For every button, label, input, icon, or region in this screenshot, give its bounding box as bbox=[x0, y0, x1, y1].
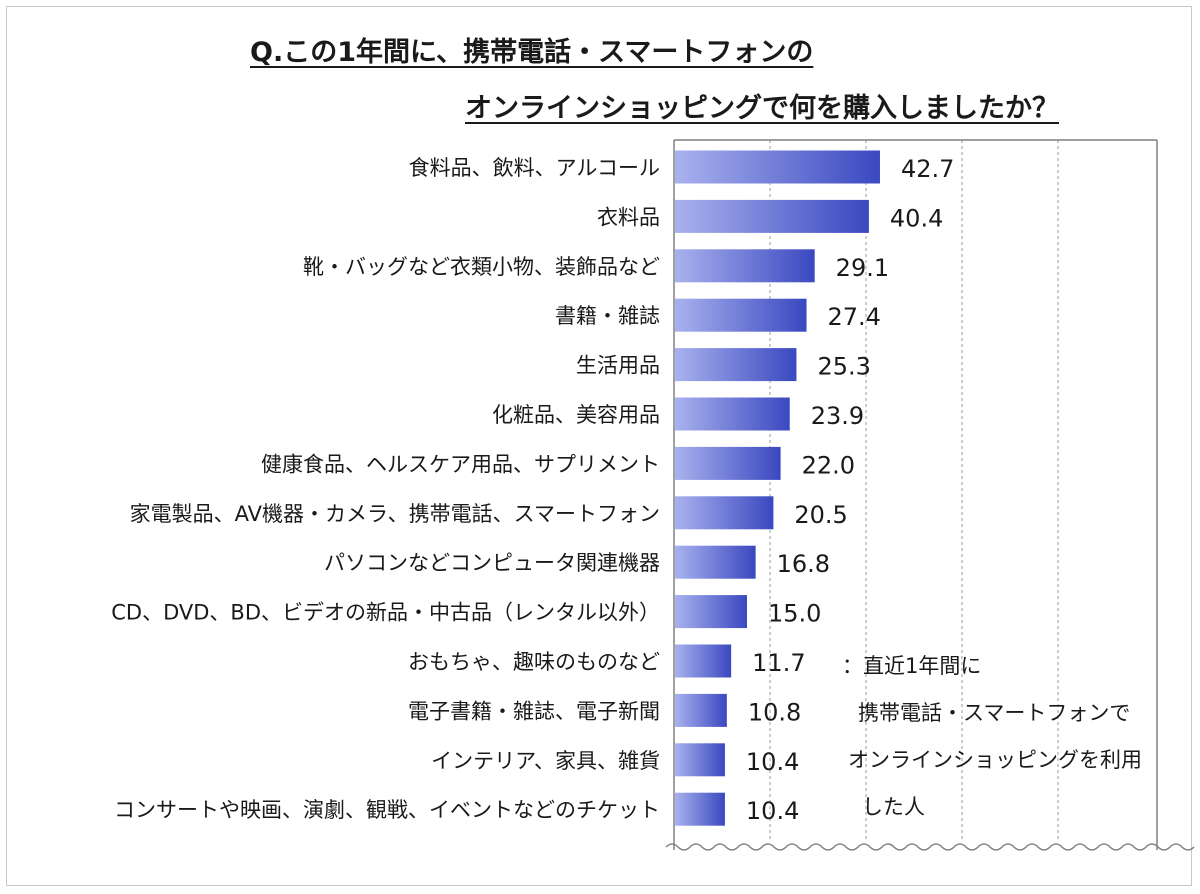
bar bbox=[675, 496, 774, 530]
legend-note-line2: 携帯電話・スマートフォンで bbox=[858, 701, 1131, 725]
value-label: 20.5 bbox=[794, 501, 847, 529]
category-label: インテリア、家具、雑貨 bbox=[431, 749, 660, 773]
value-labels: 42.7 40.429.1 27.4 25.3 23.9 22.0 20.5 16.8 15.0… bbox=[746, 155, 954, 825]
category-label: 衣料品 bbox=[597, 205, 660, 229]
plot-area bbox=[665, 139, 1195, 851]
bar bbox=[675, 693, 727, 727]
value-label: 27.4 bbox=[828, 303, 881, 331]
bar bbox=[675, 743, 725, 777]
category-label: 書籍・雑誌 bbox=[555, 304, 660, 328]
gridlines bbox=[769, 140, 1059, 842]
bar bbox=[675, 644, 732, 678]
bar bbox=[675, 348, 797, 382]
category-label: コンサートや映画、演劇、観戦、イベントなどのチケット bbox=[114, 798, 660, 822]
category-label: 化粧品、美容用品 bbox=[492, 403, 660, 427]
value-label: 40.4 bbox=[890, 204, 943, 232]
legend-note-line3: オンラインショッピングを利用 bbox=[848, 748, 1142, 772]
value-label: 42.7 bbox=[901, 155, 954, 183]
value-label: 25.3 bbox=[817, 353, 870, 381]
value-label: 23.9 bbox=[811, 402, 864, 430]
category-label: CD、DVD、BD、ビデオの新品・中古品（レンタル以外） bbox=[111, 601, 660, 625]
bars bbox=[675, 150, 880, 826]
bar bbox=[675, 397, 790, 431]
value-label: 16.8 bbox=[777, 550, 830, 578]
category-label: 食料品、飲料、アルコール bbox=[409, 156, 660, 180]
value-label: 29.1 bbox=[836, 254, 889, 282]
bar bbox=[675, 595, 747, 629]
bar bbox=[675, 298, 807, 332]
axis-break-wave bbox=[665, 843, 1195, 851]
bar bbox=[675, 199, 869, 233]
value-label: 22.0 bbox=[802, 451, 855, 479]
value-label: 10.8 bbox=[748, 698, 801, 726]
bar bbox=[675, 545, 756, 579]
legend-note-line1: ：直近1年間に bbox=[842, 654, 982, 678]
category-label: おもちゃ、趣味のものなど bbox=[408, 650, 660, 674]
value-label: 11.7 bbox=[752, 649, 805, 677]
legend-note-line4: した人 bbox=[862, 795, 925, 819]
value-label: 10.4 bbox=[746, 748, 799, 776]
category-label: 家電製品、AV機器・カメラ、携帯電話、スマートフォン bbox=[130, 502, 660, 526]
bar bbox=[675, 249, 815, 283]
bar bbox=[675, 150, 880, 184]
category-label: 生活用品 bbox=[576, 354, 660, 378]
value-label: 15.0 bbox=[768, 600, 821, 628]
category-label: 健康食品、ヘルスケア用品、サプリメント bbox=[261, 452, 660, 476]
chart-frame bbox=[6, 6, 1192, 886]
category-label: パソコンなどコンピュータ関連機器 bbox=[324, 551, 660, 575]
chart-title-line2: オンラインショッピングで何を購入しましたか？ bbox=[465, 93, 1059, 124]
category-label: 電子書籍・雑誌、電子新聞 bbox=[408, 699, 660, 723]
bar bbox=[675, 792, 725, 826]
chart-title-line1: Q.この1年間に、携帯電話・スマートフォンの bbox=[250, 37, 814, 68]
bar bbox=[675, 446, 781, 480]
category-labels: 食料品、飲料、アルコール衣料品靴・バッグなど衣類小物、装飾品など書籍・雑誌生活用… bbox=[111, 156, 660, 822]
category-label: 靴・バッグなど衣類小物、装飾品など bbox=[303, 255, 660, 279]
value-label: 10.4 bbox=[746, 797, 799, 825]
